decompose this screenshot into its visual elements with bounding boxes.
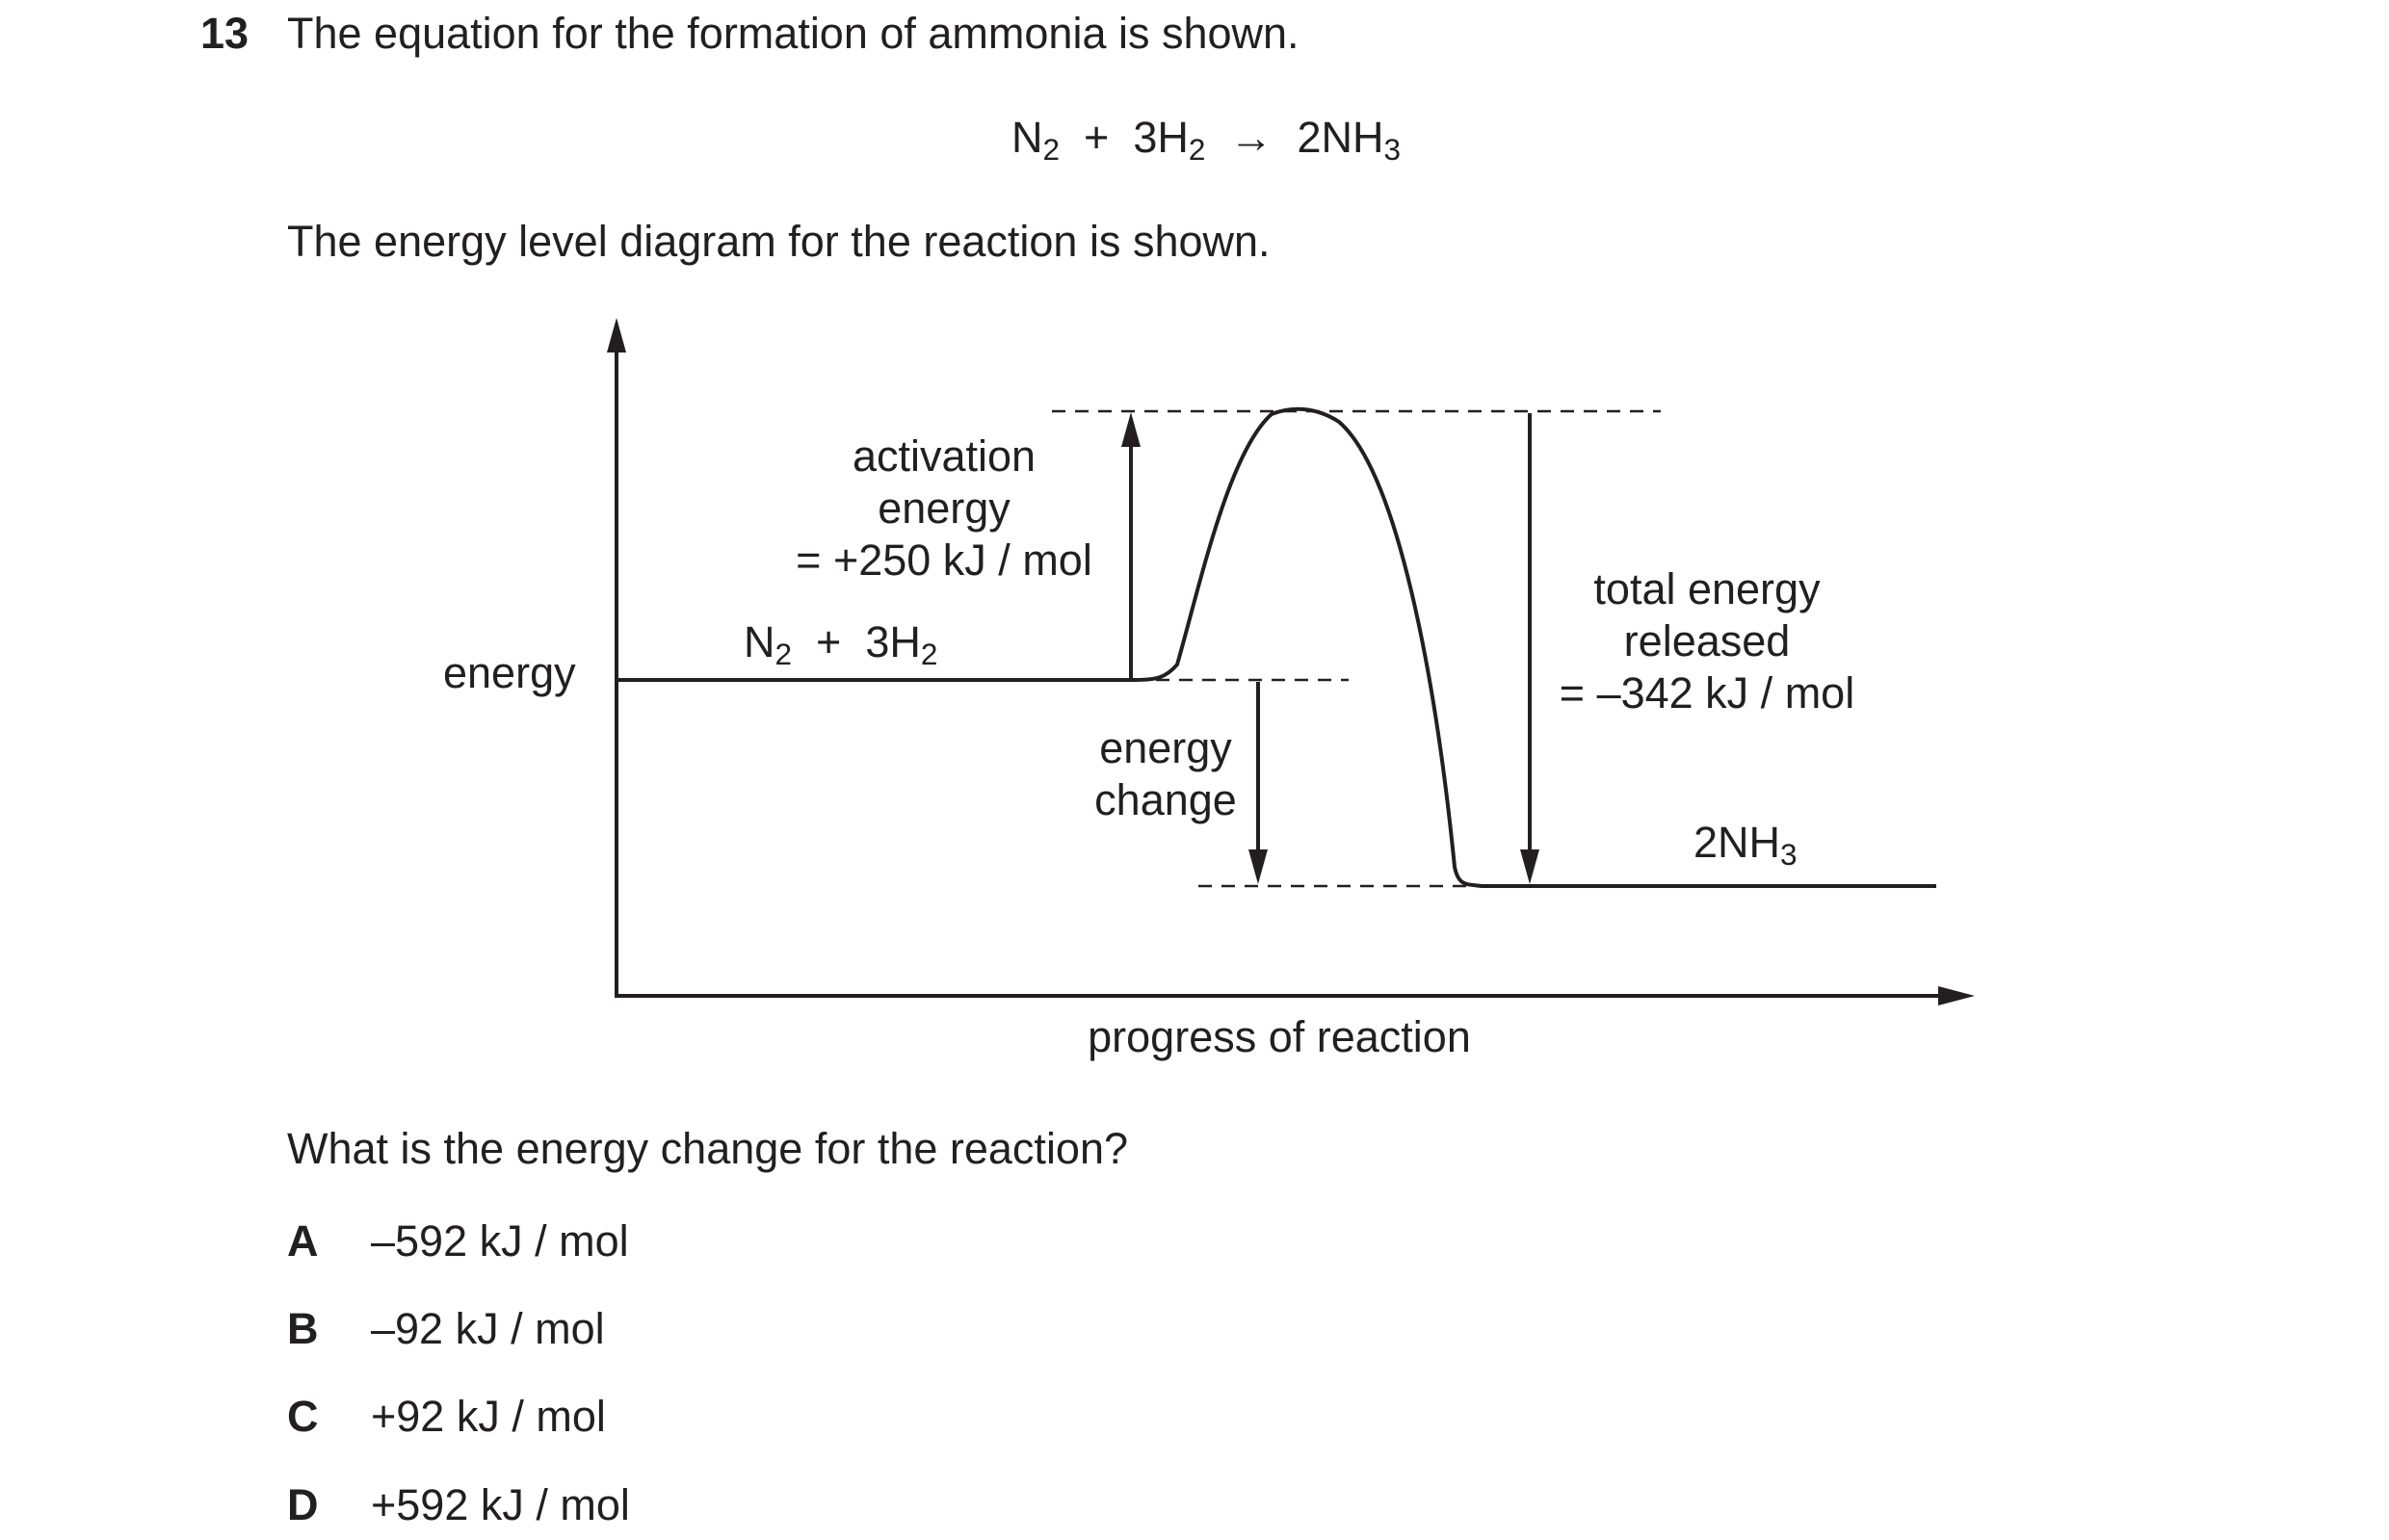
equation-product-subscript: 3 — [1383, 131, 1401, 167]
option-letter: A — [287, 1216, 319, 1266]
x-axis-label: progress of reaction — [1088, 1012, 1471, 1061]
reactants-label-a-subscript: 2 — [774, 636, 793, 671]
equation-reactant-1-subscript: 2 — [1042, 131, 1061, 167]
y-axis-arrowhead — [607, 318, 626, 352]
option-letter: C — [287, 1392, 319, 1441]
energy-change-label: energy change — [1094, 722, 1237, 826]
reactants-label-a: N — [744, 617, 775, 666]
activation-energy-label: activation energy = +250 kJ / mol — [796, 431, 1092, 587]
activation-energy-arrowhead — [1121, 412, 1141, 447]
reaction-profile-curve — [1134, 406, 1936, 888]
activation-energy-value: = +250 kJ / mol — [796, 535, 1092, 585]
equation-product: 2NH — [1297, 113, 1384, 162]
energy-change-line-2: change — [1094, 775, 1237, 824]
total-energy-line-1: total energy — [1593, 564, 1821, 613]
energy-change-arrowhead — [1248, 849, 1268, 884]
option-c-value: +92 kJ / mol — [371, 1392, 606, 1441]
chemical-equation: N2 + 3H2 → 2NH3 — [1011, 113, 1401, 165]
equation-reactant-2-subscript: 2 — [1188, 131, 1206, 167]
total-energy-value: = –342 kJ / mol — [1559, 668, 1855, 718]
question-prompt: What is the energy change for the reacti… — [287, 1124, 1129, 1173]
activation-energy-line-1: activation — [852, 431, 1037, 481]
reactants-label-b: 3H — [865, 617, 921, 666]
equation-arrow: → — [1229, 113, 1273, 162]
reactants-label-b-subscript: 2 — [920, 636, 938, 671]
products-label-text: 2NH — [1693, 818, 1781, 867]
option-letter: B — [287, 1304, 319, 1353]
reactants-label: N2 + 3H2 — [744, 617, 937, 669]
total-energy-label: total energy released = –342 kJ / mol — [1560, 563, 1854, 719]
question-intro: The equation for the formation of ammoni… — [287, 9, 1300, 58]
x-axis-arrowhead — [1938, 986, 1975, 1005]
question-number: 13 — [200, 9, 249, 58]
option-a-value: –592 kJ / mol — [371, 1216, 629, 1266]
total-energy-arrowhead — [1520, 849, 1539, 884]
option-a[interactable]: A — [287, 1219, 319, 1263]
equation-reactant-2: 3H — [1133, 113, 1189, 162]
option-c[interactable]: C — [287, 1395, 319, 1438]
option-b-value: –92 kJ / mol — [371, 1304, 605, 1353]
diagram-intro: The energy level diagram for the reactio… — [287, 217, 1271, 266]
reactants-label-plus: + — [816, 617, 842, 666]
energy-change-line-1: energy — [1099, 723, 1232, 772]
equation-reactant-1: N — [1011, 113, 1043, 162]
y-axis-label: energy — [443, 648, 576, 697]
equation-plus: + — [1084, 113, 1110, 162]
option-d-value: +592 kJ / mol — [371, 1480, 630, 1529]
products-label: 2NH3 — [1693, 818, 1798, 870]
option-b[interactable]: B — [287, 1307, 319, 1350]
option-d[interactable]: D — [287, 1483, 319, 1527]
products-label-subscript: 3 — [1780, 836, 1798, 872]
option-letter: D — [287, 1480, 319, 1529]
total-energy-line-2: released — [1623, 616, 1791, 666]
activation-energy-line-2: energy — [878, 483, 1011, 533]
